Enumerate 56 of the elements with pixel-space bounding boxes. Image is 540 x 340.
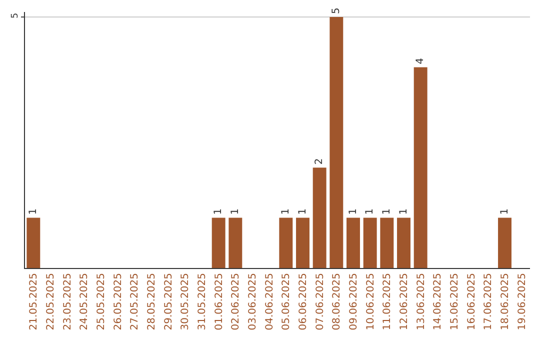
data-label: 4 [415,58,426,64]
x-tick-label: 13.06.2025 [416,273,427,330]
x-tick-label: 22.05.2025 [46,273,56,330]
data-label: 1 [213,208,224,215]
x-tick-label: 15.06.2025 [450,273,460,330]
data-label: 1 [230,208,241,215]
data-label: 1 [499,208,510,215]
bar [312,168,326,268]
bar [414,67,428,268]
data-label: 5 [330,8,342,14]
data-label: 1 [398,208,410,215]
x-tick-label: 03.06.2025 [248,273,258,330]
x-tick-label: 18.06.2025 [500,273,511,330]
data-label: 1 [28,208,39,215]
data-label: 1 [297,208,308,215]
bar [228,218,242,268]
bar [363,218,377,268]
x-tick-label: 27.05.2025 [130,273,141,330]
x-tick-label: 24.05.2025 [79,273,90,330]
x-tick-label: 19.06.2025 [516,273,528,330]
bar [498,218,512,268]
x-tick-label: 25.05.2025 [96,273,107,330]
bar [26,218,40,268]
x-tick-label: 17.06.2025 [483,273,494,330]
x-tick-label: 09.06.2025 [348,273,360,330]
x-tick-label: 31.05.2025 [197,273,208,330]
data-label: 1 [280,208,292,215]
bar [212,218,226,268]
bar [397,218,410,268]
bar [346,218,360,268]
data-label: 1 [381,208,392,215]
x-tick-label: 14.06.2025 [432,273,444,330]
bar [279,218,293,268]
x-tick-label: 08.06.2025 [332,273,343,330]
data-label: 1 [364,208,376,215]
x-tick-label: 28.05.2025 [146,273,158,330]
x-tick-label: 26.05.2025 [112,273,124,330]
x-tick-label: 11.06.2025 [382,273,394,330]
x-tick-label: 23.05.2025 [62,273,74,330]
x-tick-label: 16.06.2025 [466,273,478,330]
x-tick-label: 01.06.2025 [214,273,225,330]
bar [296,218,310,268]
x-tick-label: 10.06.2025 [365,273,376,330]
x-tick-label: 30.05.2025 [180,273,192,330]
x-tick-label: 29.05.2025 [163,273,174,330]
data-label: 2 [314,158,326,165]
x-tick-label: 12.06.2025 [399,273,410,330]
x-tick-label: 05.06.2025 [281,273,292,330]
data-label: 1 [348,208,359,215]
bar [330,17,344,268]
x-tick-label: 04.06.2025 [264,273,276,330]
x-tick-label: 21.05.2025 [28,273,40,330]
x-tick-label: 06.06.2025 [298,273,309,330]
x-tick-label: 02.06.2025 [230,273,242,330]
x-tick-label: 07.06.2025 [314,273,326,330]
bar [380,218,394,268]
